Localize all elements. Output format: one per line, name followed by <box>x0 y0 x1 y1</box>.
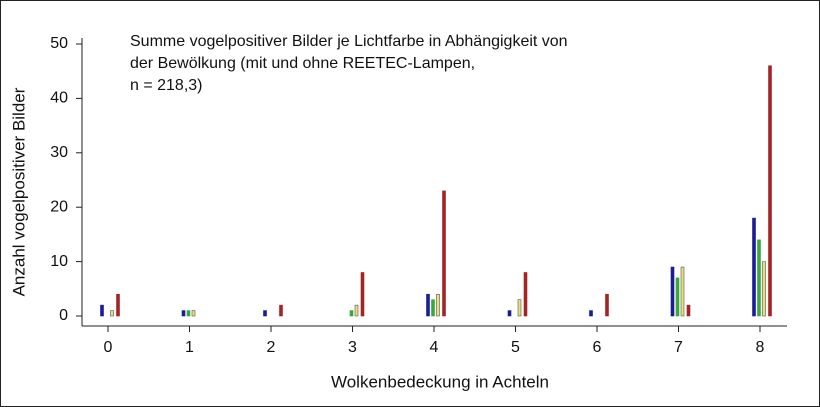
bar <box>431 299 435 317</box>
bar <box>507 310 512 317</box>
bar <box>442 190 446 317</box>
y-axis-label: Anzahl vogelpositiver Bilder <box>9 87 28 296</box>
bar <box>605 293 609 317</box>
x-tick-label: 3 <box>348 339 357 356</box>
bar <box>517 299 522 317</box>
bar <box>523 272 528 317</box>
y-tick-label: 0 <box>59 307 68 324</box>
bar <box>186 310 191 317</box>
bar <box>589 310 593 317</box>
x-axis-label: Wolkenbedeckung in Achteln <box>331 372 549 391</box>
x-tick-label: 2 <box>267 339 276 356</box>
bar <box>680 266 685 317</box>
bar <box>191 310 196 317</box>
bar <box>360 272 365 317</box>
bar <box>768 65 772 317</box>
bar <box>181 310 186 317</box>
bar <box>279 304 283 317</box>
bar <box>116 293 120 317</box>
bar <box>426 293 430 317</box>
bar <box>263 310 267 317</box>
bar <box>436 293 440 317</box>
title-line: n = 218,3) <box>130 77 203 94</box>
y-tick-label: 50 <box>50 35 68 52</box>
bar <box>686 304 691 317</box>
y-tick-label: 30 <box>50 144 68 161</box>
y-tick-label: 10 <box>50 253 68 270</box>
x-tick-label: 0 <box>104 339 113 356</box>
x-tick-label: 5 <box>511 339 520 356</box>
bar <box>752 217 756 317</box>
bar <box>675 277 680 317</box>
bar <box>349 310 354 317</box>
x-tick-label: 1 <box>185 339 194 356</box>
x-tick-label: 7 <box>674 339 683 356</box>
bar <box>110 310 114 317</box>
title-line: der Bewölkung (mit und ohne REETEC-Lampe… <box>130 55 475 72</box>
title-line: Summe vogelpositiver Bilder je Lichtfarb… <box>130 33 568 50</box>
bar <box>762 261 766 317</box>
bar <box>354 304 359 317</box>
y-tick-label: 20 <box>50 198 68 215</box>
x-tick-label: 6 <box>593 339 602 356</box>
x-tick-label: 8 <box>756 339 765 356</box>
bar <box>757 239 761 317</box>
x-tick-label: 4 <box>430 339 439 356</box>
bar <box>670 266 675 317</box>
bar <box>100 304 104 317</box>
y-tick-label: 40 <box>50 90 68 107</box>
